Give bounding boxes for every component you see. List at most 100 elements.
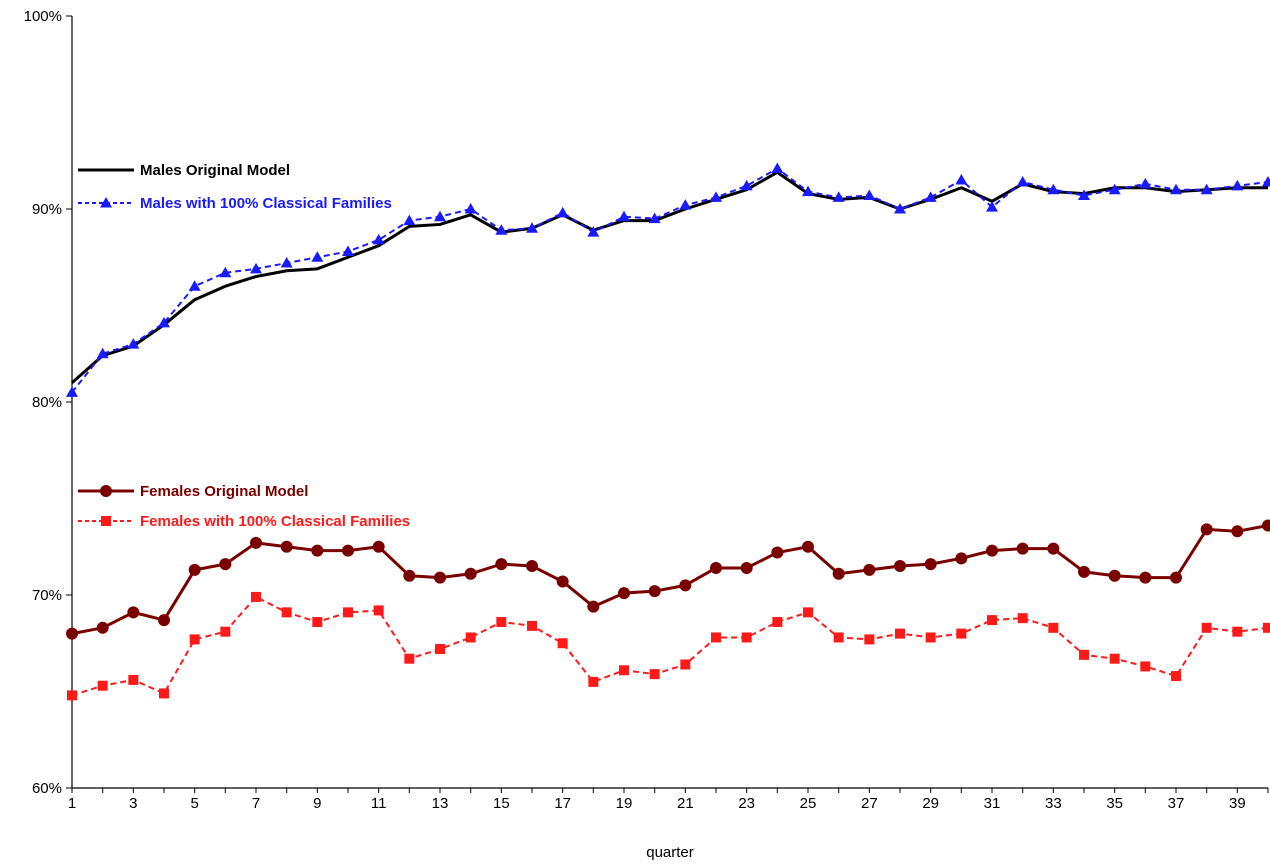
- legend-label: Females with 100% Classical Families: [140, 513, 410, 530]
- data-point: [925, 632, 936, 643]
- data-point: [588, 676, 599, 687]
- data-point: [955, 174, 968, 185]
- data-point: [219, 558, 232, 571]
- data-point: [280, 257, 293, 268]
- data-point: [556, 575, 569, 588]
- data-point: [219, 266, 232, 278]
- data-point: [987, 615, 997, 626]
- x-tick-label: 13: [432, 795, 449, 812]
- data-point: [894, 203, 906, 214]
- data-point: [648, 212, 661, 224]
- data-point: [1078, 189, 1090, 200]
- data-point: [711, 632, 721, 643]
- data-point: [96, 621, 109, 634]
- data-point: [1079, 649, 1089, 660]
- data-point: [312, 617, 323, 628]
- data-point: [863, 189, 876, 200]
- series-3: [66, 519, 1270, 640]
- data-point: [1108, 183, 1121, 195]
- data-point: [587, 600, 600, 613]
- data-point: [159, 688, 169, 699]
- series-line: [71, 595, 1269, 697]
- data-point: [679, 199, 692, 210]
- legend-label: Females Original Model: [140, 483, 308, 500]
- series-line: [71, 524, 1269, 636]
- data-point: [220, 626, 231, 637]
- data-point: [863, 563, 876, 576]
- x-tick-label: 25: [800, 795, 817, 812]
- data-point: [1231, 525, 1244, 538]
- data-point: [955, 552, 968, 565]
- x-axis-label: quarter: [646, 844, 694, 861]
- data-point: [342, 544, 354, 557]
- data-point: [1140, 661, 1151, 672]
- x-tick-label: 23: [738, 795, 755, 812]
- data-point: [1232, 626, 1243, 637]
- x-tick-label: 1: [68, 795, 76, 812]
- data-point: [1231, 179, 1244, 191]
- data-point: [311, 251, 324, 262]
- data-point: [557, 638, 568, 649]
- data-point: [772, 617, 783, 628]
- data-point: [924, 191, 937, 202]
- data-point: [188, 280, 201, 291]
- data-point: [895, 628, 905, 639]
- data-point: [342, 245, 354, 256]
- legend-item-2: Males with 100% Classical Families: [78, 195, 392, 212]
- data-point: [740, 179, 753, 191]
- data-point: [619, 665, 629, 676]
- data-point: [97, 680, 108, 691]
- data-point: [127, 606, 140, 619]
- data-point: [1170, 571, 1182, 584]
- data-point: [1078, 565, 1090, 578]
- data-point: [1017, 613, 1028, 624]
- data-point: [649, 669, 660, 680]
- data-point: [956, 628, 967, 639]
- data-point: [250, 536, 262, 549]
- x-tick-label: 39: [1229, 795, 1246, 812]
- data-point: [101, 516, 111, 526]
- data-point: [1047, 542, 1060, 555]
- data-point: [1016, 542, 1029, 555]
- data-point: [1200, 183, 1213, 195]
- x-tick-label: 15: [493, 795, 510, 812]
- data-point: [434, 571, 446, 584]
- data-point: [1201, 622, 1212, 633]
- data-point: [496, 617, 507, 628]
- x-tick-label: 9: [313, 795, 321, 812]
- data-point: [66, 386, 78, 397]
- data-point: [741, 632, 752, 643]
- data-point: [710, 561, 722, 574]
- y-tick-label: 60%: [32, 780, 62, 797]
- data-point: [100, 485, 112, 497]
- x-tick-label: 7: [252, 795, 260, 812]
- data-point: [771, 546, 784, 559]
- legend-label: Males Original Model: [140, 162, 290, 179]
- data-point: [373, 605, 384, 616]
- data-point: [802, 540, 814, 553]
- data-point: [250, 262, 262, 274]
- y-tick-label: 90%: [32, 201, 62, 218]
- data-point: [556, 206, 569, 218]
- data-point: [1170, 183, 1182, 195]
- data-point: [1048, 622, 1059, 633]
- legend-label: Males with 100% Classical Families: [140, 195, 392, 212]
- data-point: [1262, 519, 1270, 532]
- data-point: [158, 316, 170, 328]
- y-tick-label: 70%: [32, 587, 62, 604]
- series-2: [66, 162, 1270, 397]
- data-point: [526, 222, 538, 233]
- axes: 60%70%80%90%100%1 3 5 7 9 11 13 15 17 19 21 23 25 27 2…: [24, 8, 1269, 812]
- data-point: [1200, 523, 1213, 536]
- x-tick-label: 19: [616, 795, 633, 812]
- data-point: [100, 197, 112, 208]
- legend-item-4: Females with 100% Classical Families: [78, 513, 410, 530]
- x-tick-label: 37: [1168, 795, 1185, 812]
- data-point: [1263, 622, 1270, 633]
- data-point: [527, 620, 537, 631]
- data-point: [1171, 671, 1181, 682]
- legend: Males Original Model Males with 100% Clas…: [78, 162, 410, 530]
- data-point: [802, 185, 814, 197]
- data-point: [1139, 571, 1152, 584]
